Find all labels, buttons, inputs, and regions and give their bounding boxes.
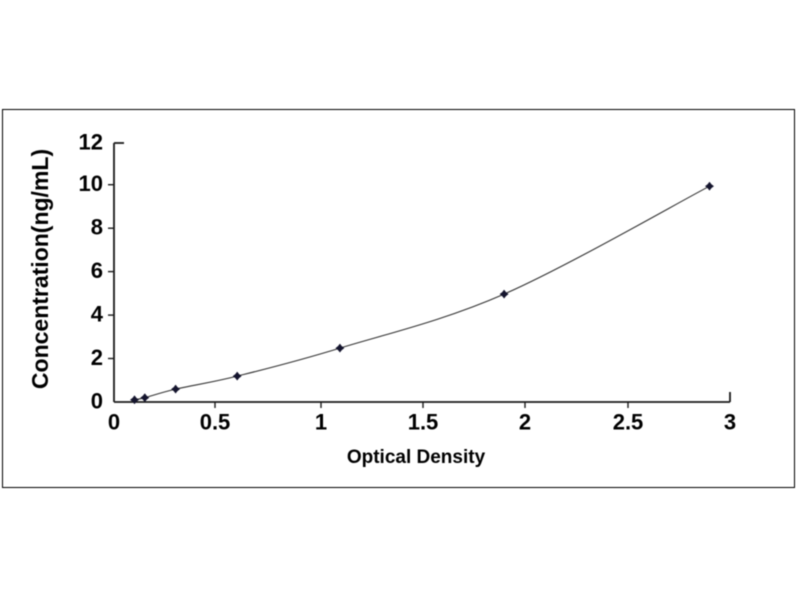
svg-text:2.5: 2.5 bbox=[613, 410, 644, 435]
svg-text:0: 0 bbox=[91, 389, 103, 414]
svg-text:2: 2 bbox=[519, 410, 531, 435]
svg-text:0.5: 0.5 bbox=[200, 410, 231, 435]
svg-text:1: 1 bbox=[315, 410, 327, 435]
svg-text:0: 0 bbox=[108, 410, 120, 435]
svg-text:2: 2 bbox=[91, 345, 103, 370]
svg-text:Concentration(ng/mL): Concentration(ng/mL) bbox=[27, 149, 53, 389]
svg-text:8: 8 bbox=[91, 215, 103, 240]
svg-text:3: 3 bbox=[724, 410, 736, 435]
svg-text:1.5: 1.5 bbox=[408, 410, 439, 435]
svg-text:Optical Density: Optical Density bbox=[347, 447, 486, 468]
svg-text:6: 6 bbox=[91, 258, 103, 283]
svg-text:4: 4 bbox=[91, 302, 104, 327]
svg-text:12: 12 bbox=[79, 130, 103, 155]
svg-text:10: 10 bbox=[79, 171, 103, 196]
